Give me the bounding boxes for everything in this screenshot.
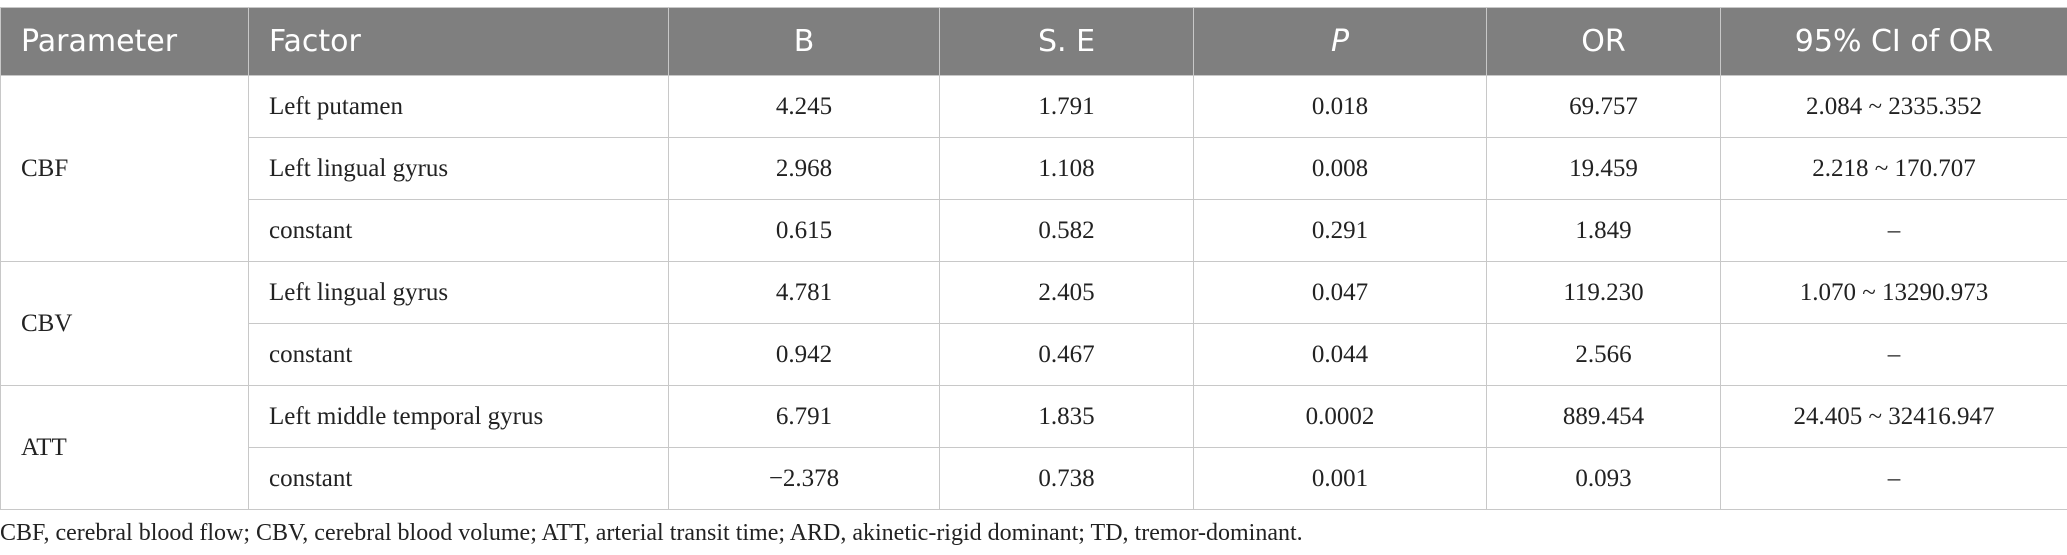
value-cell: 0.018 — [1193, 75, 1487, 138]
value-cell: 0.738 — [939, 447, 1194, 510]
value-cell: 0.0002 — [1193, 385, 1487, 448]
value-cell: 0.291 — [1193, 199, 1487, 262]
value-cell: 119.230 — [1486, 261, 1721, 324]
table-row: constant 0.942 0.467 0.044 2.566– — [1, 323, 2067, 386]
value-cell: 889.454 — [1486, 385, 1721, 448]
table-body: CBF Left putamen 4.245 1.791 0.018 69.757 2.08… — [0, 75, 2067, 510]
value-cell: 2.218 ~ 170.707 — [1720, 137, 2067, 200]
value-cell: 6.791 — [668, 385, 940, 448]
value-cell: 1.070 ~ 13290.973 — [1720, 261, 2067, 324]
table-row: Left lingual gyrus 2.968 1.108 0.008 19.459 2… — [1, 137, 2067, 200]
parameter-cell: CBF — [0, 75, 249, 262]
value-cell: – — [1720, 323, 2067, 386]
factor-cell: constant — [248, 199, 669, 262]
header-cell: B — [668, 7, 940, 76]
parameter-cell: ATT — [0, 385, 249, 510]
value-cell: 2.405 — [939, 261, 1194, 324]
value-cell: 2.084 ~ 2335.352 — [1720, 75, 2067, 138]
factor-cell: Left middle temporal gyrus — [248, 385, 669, 448]
factor-cell: Left putamen — [248, 75, 669, 138]
value-cell: 0.467 — [939, 323, 1194, 386]
value-cell: – — [1720, 199, 2067, 262]
value-cell: 0.047 — [1193, 261, 1487, 324]
value-cell: 2.968 — [668, 137, 940, 200]
header-cell: Parameter — [0, 7, 249, 76]
value-cell: 1.849 — [1486, 199, 1721, 262]
value-cell: 69.757 — [1486, 75, 1721, 138]
table-row: constant 0.615 0.582 0.291 1.849– — [1, 199, 2067, 262]
table-row: ATT Left middle temporal gyrus 6.791 1.835 0… — [0, 385, 2067, 510]
table-row: CBF Left putamen 4.245 1.791 0.018 69.757 2.08… — [0, 75, 2067, 262]
table-row: constant −2.378 0.738 0.001 0.093– — [1, 447, 2067, 510]
value-cell: 0.001 — [1193, 447, 1487, 510]
value-cell: 2.566 — [1486, 323, 1721, 386]
header-cell: P — [1193, 7, 1487, 76]
value-cell: 0.008 — [1193, 137, 1487, 200]
value-cell: 19.459 — [1486, 137, 1721, 200]
results-table: Parameter Factor B S. E P OR 95% CI of OR CBF L… — [0, 7, 2067, 510]
value-cell: 0.093 — [1486, 447, 1721, 510]
value-cell: – — [1720, 447, 2067, 510]
header-cell: 95% CI of OR — [1720, 7, 2067, 76]
value-cell: 1.835 — [939, 385, 1194, 448]
factor-cell: Left lingual gyrus — [248, 137, 669, 200]
value-cell: 1.108 — [939, 137, 1194, 200]
value-cell: 0.582 — [939, 199, 1194, 262]
value-cell: 0.044 — [1193, 323, 1487, 386]
value-cell: 4.245 — [668, 75, 940, 138]
header-row: Parameter Factor B S. E P OR 95% CI of OR — [0, 7, 2067, 76]
parameter-cell: CBV — [0, 261, 249, 386]
value-cell: 24.405 ~ 32416.947 — [1720, 385, 2067, 448]
table-row: CBV Left lingual gyrus 4.781 2.405 0.047 119.… — [0, 261, 2067, 386]
header-cell: Factor — [248, 7, 669, 76]
value-cell: 4.781 — [668, 261, 940, 324]
value-cell: 0.942 — [668, 323, 940, 386]
factor-cell: constant — [248, 447, 669, 510]
factor-cell: Left lingual gyrus — [248, 261, 669, 324]
value-cell: 0.615 — [668, 199, 940, 262]
footnote: CBF, cerebral blood flow; CBV, cerebral … — [0, 520, 1303, 546]
factor-cell: constant — [248, 323, 669, 386]
value-cell: 1.791 — [939, 75, 1194, 138]
value-cell: −2.378 — [668, 447, 940, 510]
header-cell: OR — [1486, 7, 1721, 76]
header-cell: S. E — [939, 7, 1194, 76]
